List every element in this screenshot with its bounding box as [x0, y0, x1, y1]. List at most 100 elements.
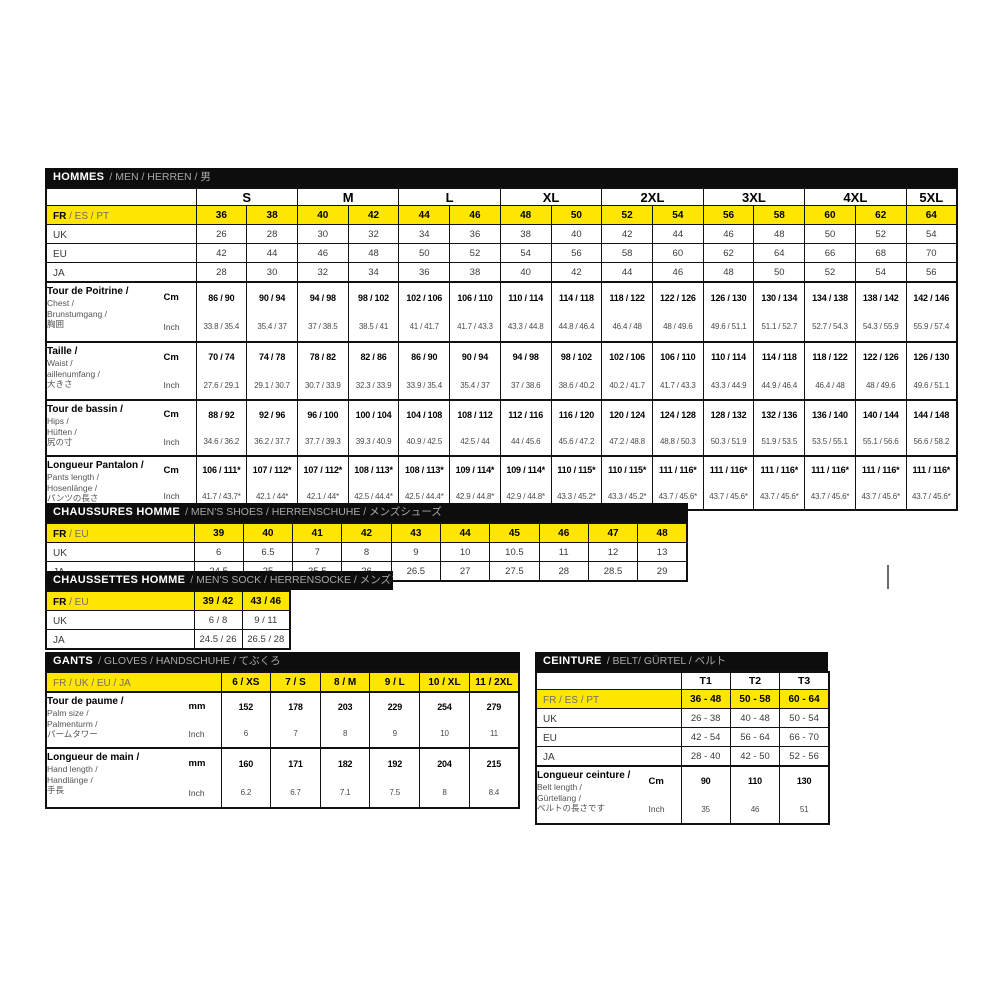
- table-cell: 110 / 114: [499, 281, 552, 312]
- size-row: EU 42 - 54 56 - 64 66 - 70: [535, 727, 830, 747]
- table-cell: 54: [499, 243, 552, 263]
- measure-name-line: Handlänge /: [47, 774, 93, 785]
- size-row: FR / ES / PT 36 38 40 42 44 46 48 50 52 54 56 58 60 62…: [45, 205, 958, 225]
- table-cell: 39.3 / 40.9: [347, 428, 400, 457]
- row-label-main: FR: [53, 597, 67, 608]
- table-cell: 6: [220, 720, 272, 749]
- table-cell: 28 - 40: [680, 746, 731, 767]
- measure-name-line: Longueur Pantalon /: [47, 460, 144, 471]
- table-cell: 64: [753, 243, 806, 263]
- table-cell: 51: [779, 795, 830, 825]
- measure-name-line: Brunstumgang /: [47, 308, 108, 319]
- table-cell: 64: [905, 205, 958, 225]
- measure-label-cell: Tour de paume / Palm size / Palmenturm / パー…: [45, 691, 222, 749]
- table-cell: 106 / 111*: [195, 455, 248, 483]
- table-cell: 50: [550, 205, 603, 225]
- measure-label-wrap: Tour de Poitrine / Chest / Brunstumgang / 胸…: [47, 284, 195, 341]
- table-cell: 122 / 126: [651, 281, 704, 312]
- size-row: FR / EU 39 40 41 42 43 44 45 46 47 48: [45, 522, 688, 543]
- table-cell: 30: [296, 224, 349, 244]
- unit-bottom-label: Inch: [188, 728, 205, 739]
- section-title-socks: CHAUSSETTES HOMME / MEN'S SOCK / HERRENS…: [45, 571, 393, 590]
- size-row: FR / ES / PT 36 - 48 50 - 58 60 - 64: [535, 689, 830, 709]
- measure-label-wrap: Longueur ceinture / Belt length / Gürtella…: [537, 768, 681, 823]
- table-cell: 56: [702, 205, 755, 225]
- table-cell: 6: [193, 542, 244, 562]
- table-cell: 111 / 116*: [651, 455, 704, 483]
- section-title-translations: / MEN'S SOCK / HERRENSOCKE / メンズソックス: [190, 574, 393, 586]
- table-cell: 50.3 / 51.9: [702, 428, 755, 457]
- table-cell: 53.5 / 55.1: [804, 428, 856, 457]
- table-cell: 6.7: [270, 778, 321, 809]
- unit-top-label: mm: [188, 758, 206, 770]
- table-cell: 111 / 116*: [854, 455, 907, 483]
- table-cell: 109 / 114*: [499, 455, 552, 483]
- group-header-cell: 4XL: [804, 187, 907, 206]
- measure-label-wrap: Longueur Pantalon / Pants length / Hosenlä…: [47, 458, 195, 509]
- table-cell: 47: [587, 522, 639, 543]
- unit-bottom-label: Inch: [648, 804, 665, 815]
- table-cell: 171: [270, 747, 321, 778]
- table-cell: 43.7 / 45.6*: [702, 483, 755, 511]
- row-label-rest: UK: [543, 714, 557, 725]
- measure-row-bottom: 33.8 / 35.4 35.4 / 37 37 / 38.5 38.5 / 41 41…: [46, 312, 958, 343]
- table-cell: 34: [398, 224, 451, 244]
- table-cell: 78 / 82: [296, 341, 349, 371]
- measure-row-bottom: 35 46 51: [536, 795, 830, 825]
- table-cell: 48 / 49.6: [651, 312, 704, 343]
- table-cell: 110 / 115*: [550, 455, 603, 483]
- row-label-cell: UK: [535, 708, 682, 728]
- table-cell: 142 / 146: [905, 281, 958, 312]
- table-cell: 32.3 / 33.9: [347, 371, 400, 401]
- table-cell: 12: [587, 542, 639, 562]
- table-cell: 35: [680, 795, 731, 825]
- table-cell: 43 / 46: [241, 590, 291, 611]
- table-cell: 49.6 / 51.1: [702, 312, 755, 343]
- table-cell: 70: [905, 243, 958, 263]
- table-cell: 110 / 114: [702, 341, 755, 371]
- table-cell: 40 - 48: [729, 708, 781, 728]
- size-row: UK 26 28 30 32 34 36 38 40 42 44 46 48 50 52 54: [45, 224, 958, 244]
- table-cell: 58: [601, 243, 653, 263]
- table-cell: 90 / 94: [246, 281, 298, 312]
- table-cell: 48 / 49.6: [854, 371, 907, 401]
- table-cell: 110 / 115*: [601, 455, 653, 483]
- table-cell: 204: [419, 747, 470, 778]
- measure-name: Tour de bassin / Hips / Hüften / 尻の寸: [47, 402, 164, 455]
- table-cell: 98 / 102: [347, 281, 400, 312]
- table-cell: 42: [195, 243, 248, 263]
- row-label-rest: FR / ES / PT: [543, 695, 600, 706]
- table-cell: 33.9 / 35.4: [398, 371, 451, 401]
- table-cell: 126 / 130: [905, 341, 958, 371]
- table-cell: 35.4 / 37: [449, 371, 501, 401]
- men-clothing-table-holder: S M L XL 2XL 3XL 4XL 5XL FR / ES / PT 36 38 40 42 44 4…: [45, 187, 958, 511]
- measure-name-line: Taille /: [47, 346, 78, 357]
- table-cell: 34.6 / 36.2: [195, 428, 248, 457]
- table-cell: 30: [246, 262, 298, 283]
- table-cell: 8 / M: [319, 671, 371, 693]
- table-cell: 8.4: [468, 778, 520, 809]
- row-label-main: FR: [53, 211, 67, 222]
- table-cell: 108 / 112: [449, 399, 501, 428]
- measure-name: Tour de Poitrine / Chest / Brunstumgang / 胸…: [47, 284, 164, 341]
- measure-row-bottom: 27.6 / 29.1 29.1 / 30.7 30.7 / 33.9 32.3 / …: [46, 371, 958, 401]
- measure-units: Cm Inch: [164, 402, 196, 455]
- table-cell: 50: [804, 224, 856, 244]
- table-cell: 55.1 / 56.6: [854, 428, 907, 457]
- table-cell: 50: [753, 262, 806, 283]
- table-cell: 54: [854, 262, 907, 283]
- measure-units: Cm Inch: [164, 344, 196, 399]
- table-cell: 122 / 126: [854, 341, 907, 371]
- table-cell: 6.5: [242, 542, 294, 562]
- measure-name-line: Hand length /: [47, 764, 98, 775]
- table-cell: 52: [854, 224, 907, 244]
- table-cell: 38: [449, 262, 501, 283]
- table-cell: 32: [296, 262, 349, 283]
- measure-units: Cm Inch: [648, 768, 681, 823]
- table-cell: 41.7 / 43.3: [651, 371, 704, 401]
- table-cell: 8: [341, 542, 392, 562]
- table-cell: 46: [538, 522, 589, 543]
- table-cell: 46: [702, 224, 755, 244]
- measure-name-line: 胸囲: [47, 318, 65, 329]
- section-title-main: CEINTURE: [543, 655, 602, 667]
